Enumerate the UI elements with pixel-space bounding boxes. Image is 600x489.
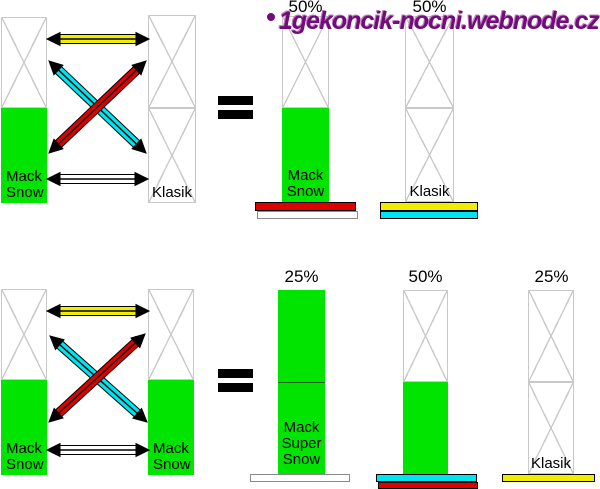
percent-label: 25%: [284, 267, 319, 286]
bottom-cross-arrows: [45, 303, 151, 458]
green-section: Mack Snow: [148, 380, 194, 475]
base-strip-red: [255, 202, 356, 211]
section-divider: [278, 382, 325, 383]
top-cross-arrows: [45, 31, 151, 187]
red-double-arrow: [48, 333, 146, 423]
result-label: Mack Super Snow: [281, 419, 322, 468]
lattice-section: [528, 290, 574, 382]
lattice-section: [148, 289, 194, 380]
percent-label: 50%: [408, 267, 443, 286]
yellow-double-arrow: [45, 31, 151, 47]
result-label: Klasik: [409, 183, 450, 200]
lattice-section: [405, 108, 454, 202]
green-section: Mack Snow: [1, 108, 47, 203]
parent-label: Mack Snow: [153, 440, 191, 473]
top-parent-left-bar: Mack Snow: [1, 17, 47, 203]
percent-label: 50%: [412, 0, 447, 16]
base-strip-yellow: [502, 474, 595, 482]
percent-label: 25%: [534, 267, 569, 286]
lattice-section: [148, 15, 196, 108]
watermark-bullet: [267, 13, 275, 21]
green-section: Mack Snow: [1, 380, 47, 475]
lattice-section: [403, 290, 448, 382]
result-label: Mack Snow: [286, 167, 325, 200]
parent-label: Mack Snow: [6, 168, 44, 201]
bottom-parent-right-bar: Mack Snow: [148, 289, 194, 475]
bottom-result-bar-klasik: Klasik: [528, 290, 574, 474]
base-strip-yellow: [380, 202, 478, 211]
lattice-section: [528, 382, 574, 474]
lattice-section: [405, 16, 454, 108]
bottom-result-bar-mack-snow: [403, 290, 448, 474]
percent-label: 50%: [288, 0, 323, 16]
top-result-bar-klasik: Klasik: [405, 16, 454, 202]
base-strip-white: [250, 474, 350, 482]
parent-label: Klasik: [151, 184, 192, 201]
yellow-double-arrow: [45, 303, 151, 319]
lattice-section: [1, 289, 47, 380]
base-strip-cyan: [380, 211, 478, 219]
bottom-parent-left-bar: Mack Snow: [1, 289, 47, 475]
watermark-url: 1gekoncik-nocni.webnode.cz: [279, 7, 600, 35]
base-strip-cyan: [376, 474, 477, 482]
base-strip-red: [378, 482, 478, 489]
white-double-arrow: [45, 171, 150, 187]
lattice-section: [282, 16, 329, 108]
result-label: Klasik: [530, 455, 571, 472]
base-strip-white: [257, 211, 358, 219]
parent-label: Mack Snow: [6, 440, 44, 473]
bottom-result-bar-mack-super-snow: Mack Super Snow: [278, 290, 325, 474]
top-result-bar-mack-snow: Mack Snow: [282, 16, 329, 202]
white-double-arrow: [45, 442, 151, 458]
green-section: Mack Super Snow: [278, 290, 325, 474]
green-section: Mack Snow: [282, 108, 329, 202]
lattice-section: [148, 108, 196, 203]
red-double-arrow: [48, 60, 147, 154]
lattice-section: [1, 17, 47, 108]
top-parent-right-bar: Klasik: [148, 15, 196, 203]
green-section: [403, 382, 448, 474]
